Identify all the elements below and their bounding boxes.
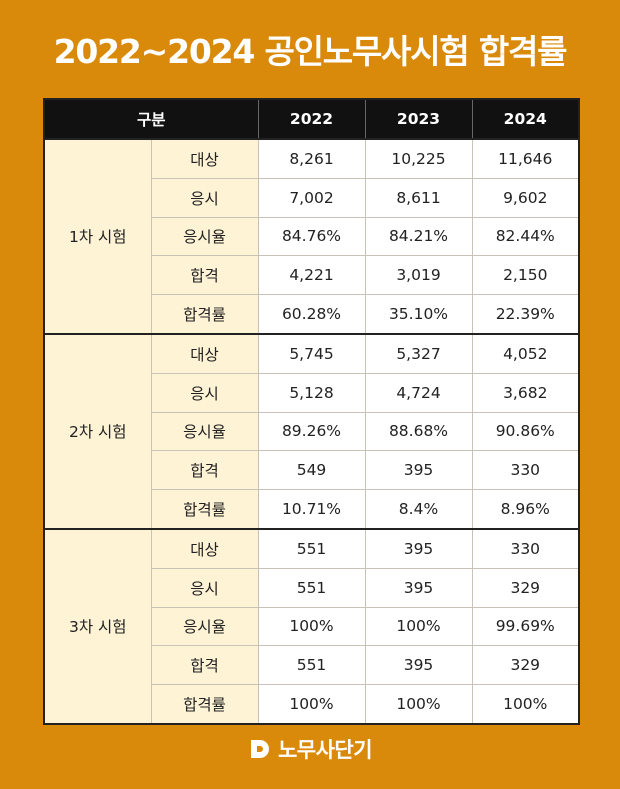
metric-label: 합격률 [150, 294, 259, 335]
value-cell: 551 [257, 645, 366, 686]
exam-round-label: 3차 시험 [43, 527, 152, 725]
value-cell: 8.4% [364, 489, 473, 530]
table-row: 응시율 100% 100% 99.69% [44, 606, 580, 647]
exam-round-label: 2차 시험 [43, 332, 152, 530]
value-cell: 8,611 [364, 177, 473, 218]
value-cell: 88.68% [364, 411, 473, 452]
table-body: 1차 시험 대상 8,261 10,225 11,646 응시 7,002 8,611 9,60… [43, 137, 580, 725]
value-cell: 82.44% [471, 216, 580, 257]
value-cell: 11,646 [471, 137, 580, 179]
value-cell: 329 [471, 645, 580, 686]
value-cell: 395 [364, 567, 473, 608]
value-cell: 84.21% [364, 216, 473, 257]
header-year-2022: 2022 [257, 98, 366, 140]
table-row: 2차 시험 대상 5,745 5,327 4,052 [43, 332, 580, 530]
value-cell: 100% [257, 684, 366, 725]
metric-label: 응시율 [150, 216, 259, 257]
metric-label: 합격률 [150, 489, 259, 530]
value-cell: 90.86% [471, 411, 580, 452]
header-year-2024: 2024 [471, 98, 580, 140]
d-logo-icon [250, 740, 269, 758]
value-cell: 8.96% [471, 489, 580, 530]
metric-label: 응시율 [150, 606, 259, 647]
table-row: 합격률 60.28% 35.10% 22.39% [44, 294, 580, 335]
value-cell: 99.69% [471, 606, 580, 647]
value-cell: 330 [471, 450, 580, 491]
value-cell: 395 [364, 527, 473, 569]
metric-label: 응시 [150, 567, 259, 608]
value-cell: 89.26% [257, 411, 366, 452]
exam-round-label: 1차 시험 [43, 138, 152, 335]
value-cell: 3,682 [471, 372, 580, 413]
value-cell: 100% [257, 606, 366, 647]
metric-label: 합격률 [150, 684, 259, 725]
table-row: 합격률 100% 100% 100% [44, 684, 580, 725]
table-row: 3차 시험 대상 551 395 330 [43, 527, 580, 725]
value-cell: 551 [257, 567, 366, 608]
metric-label: 대상 [150, 332, 259, 374]
table-row: 응시 5,128 4,724 3,682 [44, 372, 580, 413]
pass-rate-table: 구분 2022 2023 2024 1차 시험 대상 8,261 10,225 11,6… [43, 98, 580, 725]
header-category: 구분 [43, 98, 259, 140]
value-cell: 3,019 [364, 255, 473, 296]
value-cell: 329 [471, 567, 580, 608]
metric-label: 응시 [150, 372, 259, 413]
metric-label: 대상 [150, 527, 259, 569]
value-cell: 100% [364, 606, 473, 647]
value-cell: 7,002 [257, 177, 366, 218]
value-cell: 549 [257, 450, 366, 491]
metric-label: 응시율 [150, 411, 259, 452]
value-cell: 10.71% [257, 489, 366, 530]
value-cell: 5,327 [364, 332, 473, 374]
value-cell: 551 [257, 527, 366, 569]
metric-label: 합격 [150, 255, 259, 296]
value-cell: 8,261 [257, 137, 366, 179]
brand-footer: 노무사단기 [0, 734, 620, 764]
metric-label: 합격 [150, 450, 259, 491]
value-cell: 4,724 [364, 372, 473, 413]
value-cell: 395 [364, 450, 473, 491]
value-cell: 395 [364, 645, 473, 686]
value-cell: 9,602 [471, 177, 580, 218]
metric-label: 응시 [150, 177, 259, 218]
value-cell: 4,052 [471, 332, 580, 374]
page-title: 2022~2024 공인노무사시험 합격률 [53, 32, 568, 71]
table-header-row: 구분 2022 2023 2024 [43, 98, 580, 140]
table-row: 합격 4,221 3,019 2,150 [44, 255, 580, 296]
table-row: 합격 549 395 330 [44, 450, 580, 491]
table-row: 합격률 10.71% 8.4% 8.96% [44, 489, 580, 530]
value-cell: 5,128 [257, 372, 366, 413]
table-row: 응시 551 395 329 [44, 567, 580, 608]
value-cell: 330 [471, 527, 580, 569]
table-row: 1차 시험 대상 8,261 10,225 11,646 [43, 137, 580, 335]
value-cell: 84.76% [257, 216, 366, 257]
brand-name: 노무사단기 [277, 738, 373, 762]
header-year-2023: 2023 [364, 98, 473, 140]
value-cell: 22.39% [471, 294, 580, 335]
table-row: 응시율 84.76% 84.21% 82.44% [44, 216, 580, 257]
value-cell: 100% [364, 684, 473, 725]
metric-label: 합격 [150, 645, 259, 686]
metric-label: 대상 [150, 137, 259, 179]
value-cell: 35.10% [364, 294, 473, 335]
value-cell: 60.28% [257, 294, 366, 335]
value-cell: 10,225 [364, 137, 473, 179]
value-cell: 4,221 [257, 255, 366, 296]
value-cell: 100% [471, 684, 580, 725]
value-cell: 2,150 [471, 255, 580, 296]
table-row: 응시율 89.26% 88.68% 90.86% [44, 411, 580, 452]
table-row: 응시 7,002 8,611 9,602 [44, 177, 580, 218]
value-cell: 5,745 [257, 332, 366, 374]
